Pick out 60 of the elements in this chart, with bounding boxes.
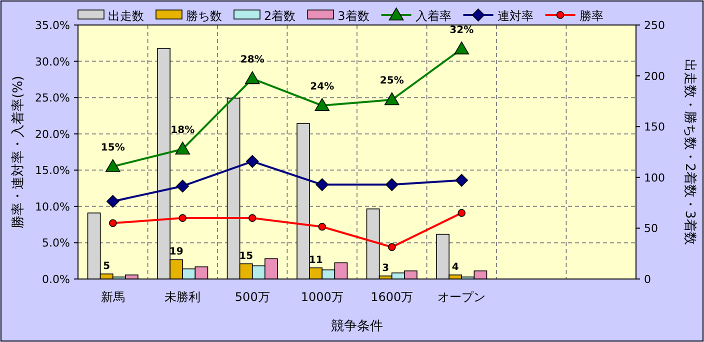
point bbox=[314, 98, 330, 111]
data-label: 32% bbox=[450, 24, 474, 36]
y-tick-label: 5.0% bbox=[42, 236, 70, 250]
y-tick-label: 25.0% bbox=[35, 92, 70, 105]
point bbox=[108, 219, 117, 228]
data-label: 15 bbox=[239, 250, 254, 262]
y2-tick-label: 100 bbox=[644, 171, 665, 184]
point bbox=[175, 142, 190, 154]
point bbox=[318, 222, 326, 231]
y2-tick-label: 150 bbox=[644, 120, 665, 134]
point bbox=[178, 214, 187, 222]
data-label: 5 bbox=[103, 260, 110, 272]
point bbox=[246, 155, 259, 168]
x-tick-label: 1600万 bbox=[370, 290, 414, 304]
data-label: 25% bbox=[380, 76, 404, 87]
legend-label: 勝ち数 bbox=[186, 9, 222, 23]
legend-label: 2着数 bbox=[264, 9, 296, 23]
y2-tick-label: 0 bbox=[644, 273, 651, 286]
data-label: 28% bbox=[240, 54, 264, 66]
y2-tick-label: 200 bbox=[644, 70, 665, 83]
x-axis-title: 競争条件 bbox=[331, 319, 383, 334]
point bbox=[388, 243, 396, 251]
y2-tick-label: 250 bbox=[644, 19, 665, 32]
legend-label: 勝率 bbox=[579, 9, 604, 23]
data-label: 19 bbox=[169, 246, 184, 258]
point bbox=[106, 194, 120, 208]
legend-label: 入着率 bbox=[415, 9, 452, 23]
data-label: 11 bbox=[308, 254, 323, 266]
data-label: 24% bbox=[310, 82, 334, 93]
x-tick-label: 新馬 bbox=[100, 290, 125, 304]
y2-tick-label: 50 bbox=[644, 222, 658, 236]
y-tick-label: 10.0% bbox=[35, 200, 70, 214]
y2-axis-title: 出走数・勝ち数・2着数・3着数 bbox=[682, 59, 698, 245]
y-tick-label: 35.0% bbox=[35, 19, 70, 32]
point bbox=[454, 42, 470, 54]
y-axis-title: 勝率・連対率・入着率(%) bbox=[10, 76, 26, 228]
data-label: 18% bbox=[170, 125, 195, 136]
point bbox=[458, 209, 466, 217]
y-tick-label: 30.0% bbox=[35, 55, 70, 68]
point bbox=[385, 178, 398, 192]
x-tick-label: 1000万 bbox=[300, 290, 344, 304]
data-label: 3 bbox=[382, 262, 390, 274]
legend-label: 出走数 bbox=[108, 9, 144, 23]
point bbox=[455, 174, 468, 187]
y-tick-label: 15.0% bbox=[35, 164, 70, 178]
y-tick-label: 0.0% bbox=[42, 273, 70, 286]
point bbox=[244, 71, 260, 84]
point bbox=[105, 159, 120, 172]
x-tick-label: オープン bbox=[438, 290, 486, 304]
x-tick-label: 500万 bbox=[234, 290, 270, 304]
point bbox=[316, 178, 329, 192]
legend-label: 連対率 bbox=[497, 9, 534, 23]
x-tick-label: 未勝利 bbox=[164, 290, 201, 304]
y-tick-label: 20.0% bbox=[35, 128, 70, 141]
data-label: 15% bbox=[100, 142, 125, 154]
point bbox=[176, 180, 190, 193]
point bbox=[384, 92, 400, 106]
point bbox=[248, 214, 256, 222]
data-label: 4 bbox=[452, 262, 459, 273]
legend-label: 3着数 bbox=[338, 9, 370, 23]
